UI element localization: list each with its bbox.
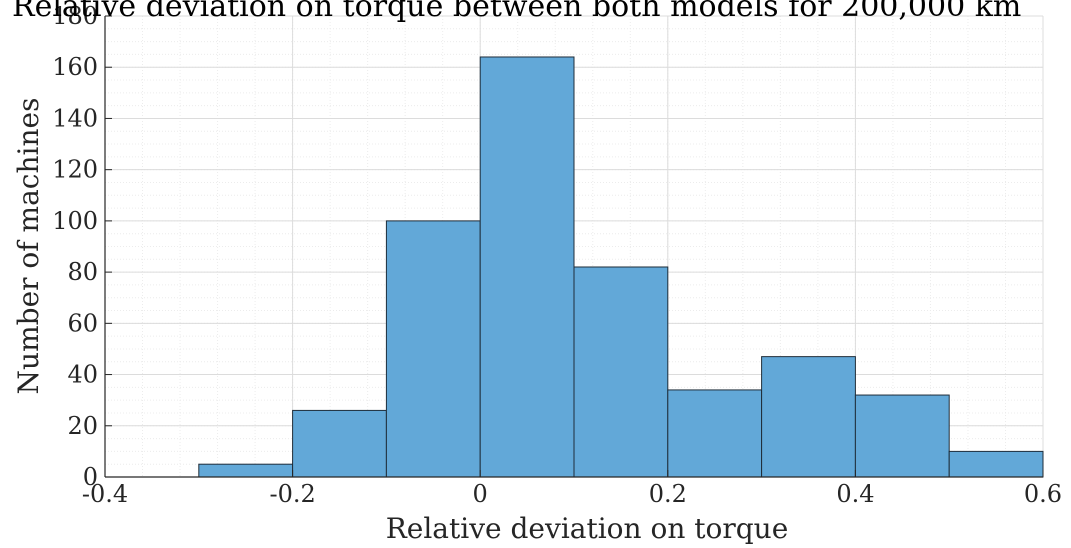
y-tick-label: 20 xyxy=(67,412,98,440)
tick-labels: -0.4 -0.2 0 0.2 0.4 0.6 0 20 40 60 80 100 120 140 160 1… xyxy=(52,2,1062,508)
histogram-bar xyxy=(948,450,1044,478)
histogram-bar xyxy=(854,394,950,478)
y-tick-label: 60 xyxy=(67,309,98,337)
histogram-bar xyxy=(198,463,294,478)
y-tick-label: 140 xyxy=(52,104,98,132)
x-tick-label: 0 xyxy=(473,480,488,508)
x-axis-label: Relative deviation on torque xyxy=(386,512,789,545)
histogram-bars xyxy=(198,56,1044,478)
histogram-bar xyxy=(385,220,481,478)
histogram-bar xyxy=(761,356,856,478)
histogram-bar xyxy=(667,389,763,478)
y-tick-label: 0 xyxy=(83,463,98,491)
x-tick-label: 0.6 xyxy=(1024,480,1062,508)
axes-frame xyxy=(104,15,1044,478)
y-axis-label: Number of machines xyxy=(12,98,45,395)
y-tick-label: 80 xyxy=(67,258,98,286)
x-tick-label: 0.2 xyxy=(649,480,687,508)
chart-title: Relative deviation on torque between bot… xyxy=(12,0,1021,24)
y-tick-label: 100 xyxy=(52,207,98,235)
histogram-bar xyxy=(479,56,575,478)
x-tick-label: -0.4 xyxy=(82,480,128,508)
x-tick-label: -0.2 xyxy=(269,480,315,508)
y-tick-label: 160 xyxy=(52,53,98,81)
histogram-bar xyxy=(292,409,387,478)
histogram-bar xyxy=(573,266,669,478)
y-tick-label: 180 xyxy=(52,2,98,30)
x-tick-label: 0.4 xyxy=(836,480,874,508)
y-tick-label: 40 xyxy=(67,361,98,389)
y-tick-label: 120 xyxy=(52,156,98,184)
